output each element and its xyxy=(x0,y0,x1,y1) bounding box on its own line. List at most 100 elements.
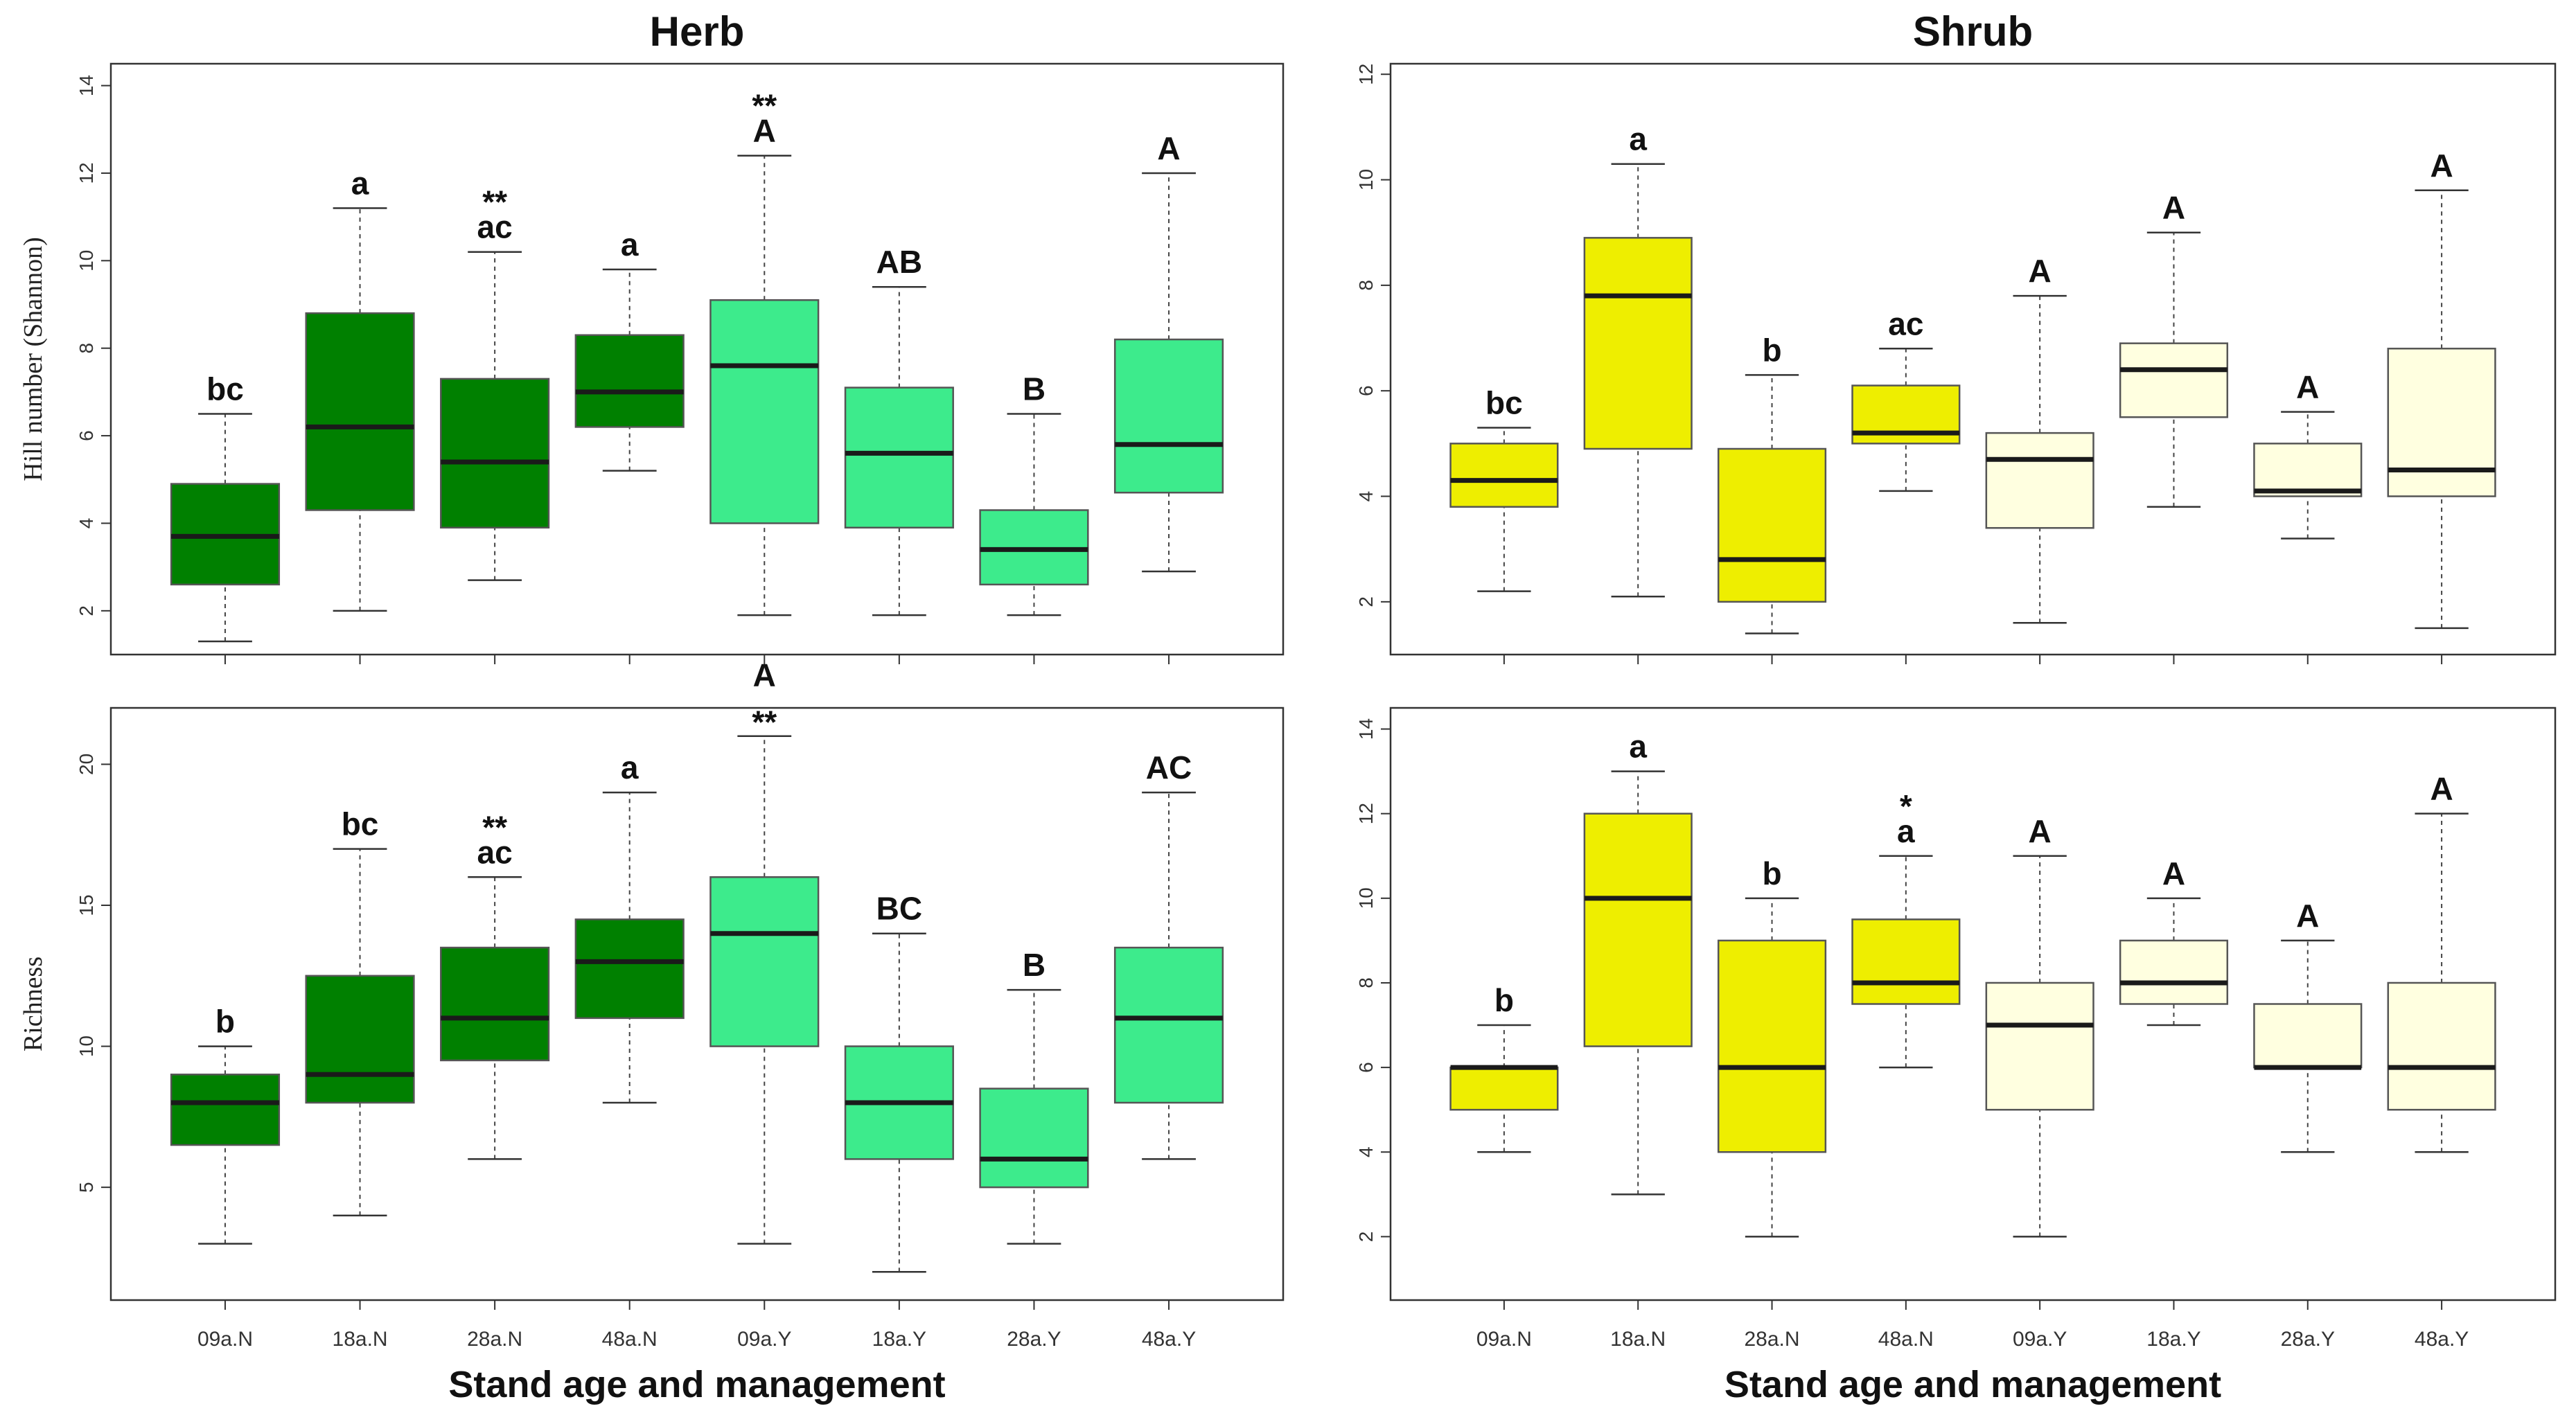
box-iqr xyxy=(1449,443,1559,508)
y-tick-label: 15 xyxy=(76,894,97,916)
significance-label: b xyxy=(1494,982,1514,1018)
y-tick-label: 10 xyxy=(1355,169,1377,190)
box-09a.N: b xyxy=(1449,982,1559,1153)
y-tick-label: 14 xyxy=(76,75,97,96)
y-tick-label: 10 xyxy=(76,1036,97,1057)
box-iqr xyxy=(844,386,954,529)
box-09a.N: bc xyxy=(1449,385,1559,592)
box-48a.Y: AC xyxy=(1113,749,1224,1160)
significance-label: bc xyxy=(206,371,244,407)
box-iqr xyxy=(1113,338,1224,494)
significance-label: AB xyxy=(876,244,922,280)
significance-label: b xyxy=(215,1004,235,1040)
significance-label: A xyxy=(1157,130,1180,166)
x-tick-label: 09a.N xyxy=(1476,1328,1532,1351)
box-iqr xyxy=(2119,939,2229,1005)
chart-panel-shrub_hill: Shrub 2 4 6 8 10 12 bc a b ac A A A A xyxy=(1355,8,2557,664)
box-iqr xyxy=(1449,1066,1559,1111)
y-tick-label: 6 xyxy=(1355,385,1377,396)
x-axis-label: Stand age and management xyxy=(448,1364,945,1405)
x-tick-label: 18a.N xyxy=(1610,1328,1666,1351)
x-tick-label: 28a.N xyxy=(1744,1328,1799,1351)
x-tick-label: 48a.N xyxy=(1878,1328,1934,1351)
box-iqr xyxy=(2387,981,2496,1111)
x-tick-label: 09a.Y xyxy=(737,1328,791,1351)
chart-panel-shrub_richness: 2 4 6 8 10 12 14 09a.N 18a.N 28a.N 48a.N 09a.Y 18a.Y… xyxy=(1355,706,2557,1405)
box-09a.N: b xyxy=(170,1004,281,1245)
significance-label: B xyxy=(1023,947,1046,983)
significance-label: * xyxy=(1900,788,1912,824)
box-09a.Y: A xyxy=(1985,253,2094,624)
box-iqr xyxy=(574,918,685,1020)
significance-label: ** xyxy=(752,88,777,124)
panel-title: Herb xyxy=(650,8,745,55)
box-28a.Y: A xyxy=(2253,898,2363,1153)
y-axis-label: Richness xyxy=(19,957,48,1051)
x-tick-label: 28a.Y xyxy=(2281,1328,2335,1351)
box-iqr xyxy=(1717,939,1827,1153)
box-48a.N: a* xyxy=(1851,788,1961,1069)
plot-frame xyxy=(1389,62,2557,656)
box-iqr xyxy=(2253,443,2363,497)
box-28a.N: ac** xyxy=(440,184,550,581)
box-48a.N: ac xyxy=(1851,305,1961,492)
box-28a.Y: A xyxy=(2253,369,2363,540)
box-iqr xyxy=(1851,918,1961,1005)
box-iqr xyxy=(2387,348,2496,497)
box-iqr xyxy=(1985,432,2094,529)
box-28a.N: b xyxy=(1717,332,1827,634)
significance-label: bc xyxy=(342,806,379,842)
significance-label: a xyxy=(351,166,369,202)
box-iqr xyxy=(979,1087,1089,1189)
x-tick-label: 09a.Y xyxy=(2013,1328,2067,1351)
significance-label: a xyxy=(1897,813,1915,849)
box-28a.Y: B xyxy=(979,371,1089,616)
box-28a.N: b xyxy=(1717,855,1827,1238)
y-tick-label: 8 xyxy=(1355,977,1377,988)
box-18a.Y: A xyxy=(2119,190,2229,508)
significance-label: ** xyxy=(752,704,777,740)
box-iqr xyxy=(305,975,415,1104)
significance-label: ** xyxy=(482,809,507,845)
x-tick-label: 09a.N xyxy=(197,1328,253,1351)
box-18a.Y: BC xyxy=(844,891,954,1273)
box-48a.Y: A xyxy=(2387,771,2496,1153)
x-tick-label: 28a.Y xyxy=(1007,1328,1061,1351)
x-tick-label: 18a.N xyxy=(333,1328,388,1351)
significance-label: AC xyxy=(1146,749,1192,785)
box-iqr xyxy=(170,1074,281,1146)
panel-title: Shrub xyxy=(1913,8,2033,55)
y-tick-label: 14 xyxy=(1355,718,1377,740)
box-18a.N: bc xyxy=(305,806,415,1217)
significance-label: A xyxy=(2430,771,2453,807)
plot-frame xyxy=(109,706,1285,1301)
y-tick-label: 10 xyxy=(76,250,97,272)
box-48a.Y: A xyxy=(1113,130,1224,573)
y-tick-label: 2 xyxy=(1355,596,1377,607)
significance-label: A xyxy=(2430,148,2453,184)
box-09a.Y: A** xyxy=(709,88,820,616)
y-tick-label: 4 xyxy=(76,518,97,529)
significance-label: a xyxy=(1629,729,1647,765)
box-28a.N: ac** xyxy=(440,809,550,1160)
box-iqr xyxy=(709,876,820,1047)
x-tick-label: 28a.N xyxy=(467,1328,522,1351)
y-tick-label: 4 xyxy=(1355,1146,1377,1157)
significance-label: a xyxy=(621,749,639,785)
box-iqr xyxy=(1113,946,1224,1104)
significance-label: bc xyxy=(1485,385,1523,421)
y-tick-label: 4 xyxy=(1355,491,1377,502)
y-axis-label: Hill number (Shannon) xyxy=(19,237,48,481)
y-tick-label: 12 xyxy=(1355,803,1377,824)
y-tick-label: 5 xyxy=(76,1182,97,1193)
box-48a.N: a xyxy=(574,749,685,1104)
plot-frame xyxy=(109,62,1285,656)
chart-panel-herb_hill: Herb 2 4 6 8 10 12 14 Hill number (Shannon) bc a ac… xyxy=(19,8,1285,664)
y-tick-label: 6 xyxy=(76,430,97,441)
box-iqr xyxy=(1985,981,2094,1111)
box-18a.N: a xyxy=(305,166,415,612)
significance-label: A xyxy=(2029,253,2052,289)
significance-label: A xyxy=(2162,855,2185,891)
x-tick-label: 48a.Y xyxy=(1142,1328,1196,1351)
